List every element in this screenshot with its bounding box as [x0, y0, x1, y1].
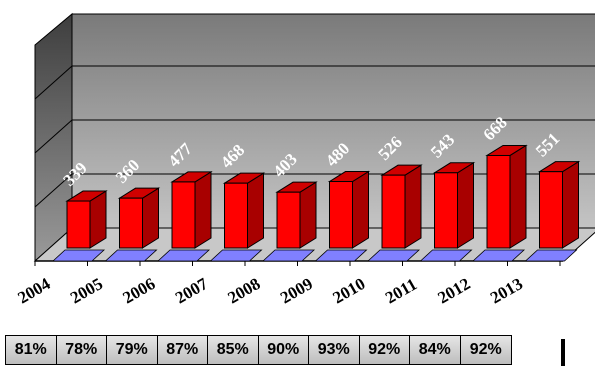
percent-cell-2007: 87%	[157, 336, 208, 364]
bar-floor-2010	[366, 249, 421, 262]
x-tick-label-2013: 2013	[487, 274, 526, 307]
bar-side	[299, 181, 317, 249]
bar-front	[119, 197, 143, 249]
chart-left-wall	[34, 12, 73, 263]
percent-cell-2009: 90%	[258, 336, 309, 364]
bar-floor-2013	[524, 249, 578, 262]
bar-front	[276, 191, 301, 249]
bar-2007	[222, 172, 266, 249]
bar-side	[247, 172, 264, 249]
percent-cell-2012: 84%	[410, 336, 461, 364]
bar-2004	[65, 190, 108, 249]
percent-cell-2011: 92%	[359, 336, 410, 364]
bar-front	[434, 172, 458, 249]
bar-side	[404, 164, 422, 249]
x-tick-label-2011: 2011	[382, 274, 420, 307]
x-tick-label-2010: 2010	[330, 274, 369, 307]
x-tick-label-2009: 2009	[277, 274, 316, 307]
percent-cell-2004: 81%	[6, 336, 57, 364]
bar-2005	[117, 187, 161, 249]
bar-floor-2004	[51, 249, 106, 262]
bar-front	[66, 200, 91, 249]
bar-2009	[327, 170, 371, 249]
x-tick-label-2008: 2008	[225, 274, 264, 307]
x-tick-label-2006: 2006	[120, 274, 159, 307]
x-tick-label-2007: 2007	[172, 274, 211, 308]
bar-2012	[485, 144, 528, 249]
bar-front	[171, 181, 196, 249]
bar-front	[381, 174, 406, 249]
x-tick-label-2004: 2004	[15, 274, 54, 308]
bar-side	[194, 171, 212, 249]
bar-front	[539, 171, 563, 249]
bar-2010	[380, 164, 423, 249]
bar-side	[509, 144, 527, 249]
bar-2011	[432, 161, 476, 249]
x-tick-label-2012: 2012	[435, 274, 474, 307]
bar-2006	[170, 171, 213, 249]
gridline-left	[34, 119, 73, 154]
bar-front	[224, 182, 248, 249]
bar-floor-2007	[209, 249, 263, 262]
bar-floor-2008	[261, 249, 316, 262]
gridline-left	[34, 173, 73, 208]
bar-front	[486, 154, 511, 249]
percent-table: 81% 78% 79% 87% 85% 90% 93% 92% 84% 92%	[5, 335, 512, 365]
percent-cell-2010: 93%	[309, 336, 360, 364]
bar-floor-2009	[314, 249, 368, 262]
x-tick-label-2005: 2005	[67, 274, 106, 307]
percent-cell-2006: 79%	[107, 336, 158, 364]
bar-2013	[537, 160, 581, 249]
bar-side	[562, 160, 579, 249]
percent-cell-2013: 92%	[460, 336, 511, 364]
percent-cell-2005: 78%	[56, 336, 107, 364]
bar-floor-2006	[156, 249, 211, 262]
bar-2008	[275, 181, 318, 249]
bar-side	[457, 161, 474, 249]
gridline-left	[34, 65, 73, 100]
bar-floor-2005	[104, 249, 158, 262]
bar-floor-2011	[419, 249, 473, 262]
bar-floor-2012	[471, 249, 526, 262]
percent-cell-2008: 85%	[208, 336, 259, 364]
bar-front	[329, 181, 353, 249]
bar-side	[352, 170, 369, 249]
percent-table-shadow	[561, 339, 565, 366]
